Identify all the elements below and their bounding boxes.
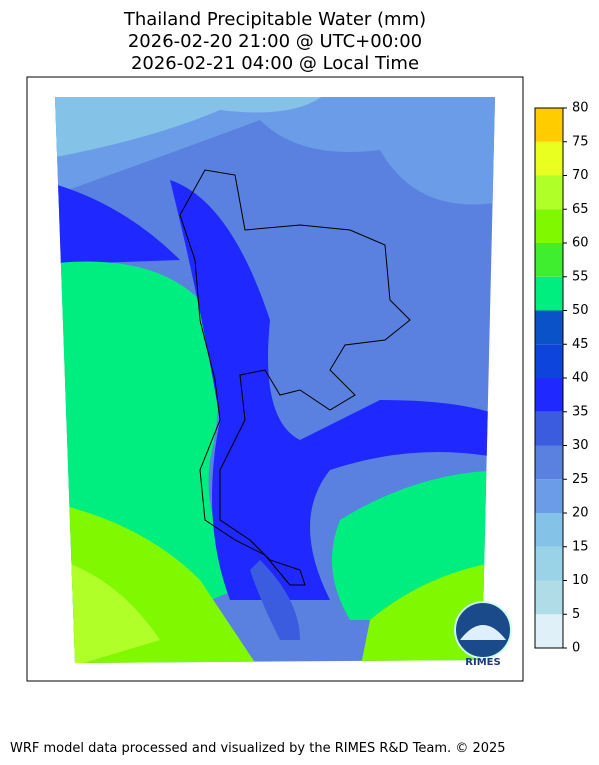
colorbar-segment <box>535 378 563 412</box>
colorbar-tick-label: 55 <box>572 269 589 284</box>
colorbar-tick-label: 75 <box>572 134 589 149</box>
colorbar-tick-label: 40 <box>572 371 589 386</box>
title-line: 2026-02-21 04:00 @ Local Time <box>131 53 419 74</box>
colorbar-tick-label: 5 <box>572 607 580 622</box>
colorbar-segment <box>535 209 563 243</box>
colorbar-tick-label: 10 <box>572 573 589 588</box>
colorbar-segment <box>535 141 563 176</box>
colorbar-tick-label: 35 <box>572 404 589 419</box>
colorbar-segment <box>535 546 563 581</box>
colorbar-segment <box>535 108 563 142</box>
colorbar-segment <box>535 580 563 615</box>
colorbar-tick-label: 0 <box>572 641 580 656</box>
colorbar-segment <box>535 243 563 277</box>
title-line: 2026-02-20 21:00 @ UTC+00:00 <box>128 31 422 52</box>
colorbar-tick-label: 30 <box>572 438 589 453</box>
colorbar-tick-label: 70 <box>572 168 589 183</box>
map-field <box>55 97 495 663</box>
colorbar-tick-label: 20 <box>572 506 589 521</box>
footer: WRF model data processed and visualized … <box>10 741 506 756</box>
colorbar-tick-label: 50 <box>572 303 589 318</box>
colorbar-tick-label: 80 <box>572 101 589 116</box>
colorbar-segment <box>535 276 563 311</box>
colorbar-tick-label: 60 <box>572 236 589 251</box>
colorbar-segment <box>535 479 563 513</box>
title-line: Thailand Precipitable Water (mm) <box>123 9 426 30</box>
colorbar-tick-label: 65 <box>572 202 589 217</box>
colorbar-tick-label: 15 <box>572 539 589 554</box>
colorbar-tick-label: 45 <box>572 337 589 352</box>
colorbar-segment <box>535 344 563 378</box>
colorbar-segment <box>535 175 563 210</box>
logo: RIMES <box>454 601 512 668</box>
logo-label: RIMES <box>465 657 500 668</box>
colorbar-tick-label: 25 <box>572 472 589 487</box>
colorbar-segment <box>535 513 563 547</box>
colorbar-segment <box>535 310 563 345</box>
colorbar: 0 5 10 15 20 25 30 35 40 45 50 55 60 65 70 75 80 <box>534 101 589 656</box>
colorbar-segment <box>535 411 563 446</box>
country-outline <box>179 169 411 586</box>
colorbar-segment <box>535 614 563 648</box>
colorbar-segment <box>535 445 563 480</box>
